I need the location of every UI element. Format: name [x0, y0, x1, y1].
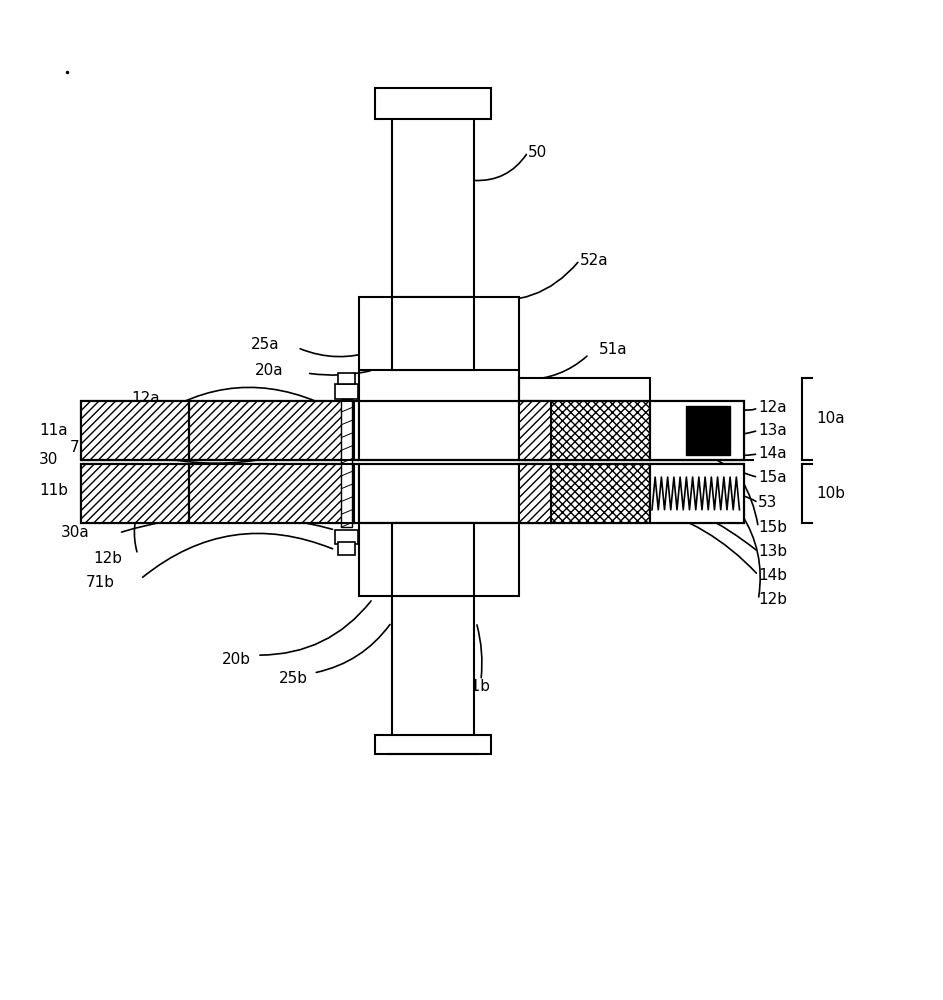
Text: 20a: 20a: [256, 363, 284, 378]
Bar: [81, 401, 190, 460]
Bar: [81, 464, 190, 523]
Bar: [519, 378, 650, 401]
Text: 52b: 52b: [391, 695, 421, 710]
Text: 12b: 12b: [93, 551, 123, 566]
Bar: [374, 88, 491, 119]
Bar: [358, 523, 519, 596]
Bar: [650, 401, 744, 460]
Bar: [650, 464, 744, 523]
Text: 30a: 30a: [60, 525, 90, 540]
Text: 12b: 12b: [758, 592, 787, 607]
Bar: [519, 401, 552, 460]
Text: 51b: 51b: [462, 679, 491, 694]
Bar: [81, 464, 358, 523]
Bar: [519, 464, 552, 523]
Text: 53: 53: [758, 495, 778, 510]
Bar: [523, 464, 650, 523]
Text: 11a: 11a: [39, 423, 68, 438]
Text: 25b: 25b: [279, 671, 307, 686]
Text: 14a: 14a: [758, 446, 786, 461]
Bar: [190, 464, 354, 523]
Text: 12a: 12a: [758, 400, 786, 415]
Bar: [519, 464, 744, 523]
Bar: [190, 401, 354, 460]
Text: 10b: 10b: [817, 486, 846, 501]
Text: 51a: 51a: [599, 342, 627, 357]
Text: 25a: 25a: [251, 337, 279, 352]
Text: 71b: 71b: [86, 575, 115, 590]
Text: 50: 50: [528, 145, 547, 160]
Text: 14b: 14b: [758, 568, 787, 583]
Bar: [81, 401, 358, 460]
Text: 10a: 10a: [817, 411, 845, 426]
Bar: [391, 523, 474, 596]
Text: 13b: 13b: [758, 544, 787, 559]
Bar: [686, 406, 730, 455]
Bar: [358, 297, 519, 370]
Bar: [335, 530, 357, 544]
Text: 11b: 11b: [39, 483, 68, 498]
Bar: [391, 91, 474, 298]
Bar: [391, 297, 474, 370]
Text: 40a: 40a: [98, 415, 127, 430]
Text: 30: 30: [39, 452, 58, 467]
Bar: [358, 401, 519, 460]
Bar: [374, 735, 491, 754]
Text: 71a: 71a: [70, 440, 99, 455]
Text: 20b: 20b: [223, 652, 252, 667]
Text: 12a: 12a: [131, 391, 159, 406]
Bar: [391, 596, 474, 740]
Bar: [340, 399, 352, 527]
Bar: [81, 401, 744, 460]
Bar: [358, 464, 519, 523]
Text: 52a: 52a: [580, 253, 608, 268]
Text: 15b: 15b: [758, 520, 787, 535]
Text: 15a: 15a: [758, 470, 786, 485]
Text: 13a: 13a: [758, 423, 787, 438]
Bar: [335, 384, 357, 399]
Bar: [338, 373, 355, 384]
Bar: [338, 542, 355, 555]
Bar: [523, 401, 650, 460]
Bar: [519, 401, 744, 460]
Bar: [81, 464, 744, 523]
